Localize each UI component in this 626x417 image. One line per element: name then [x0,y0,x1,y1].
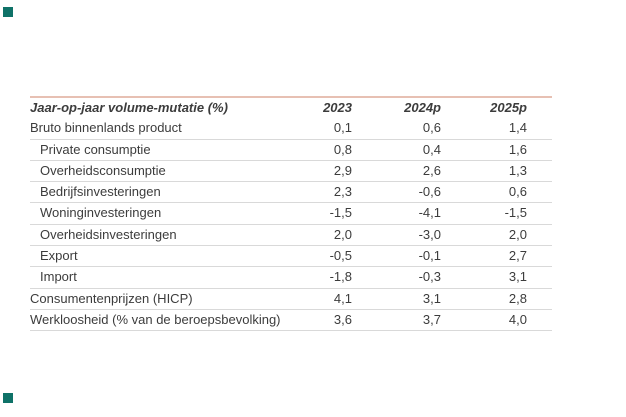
row-value: 2,7 [441,245,527,268]
row-value: 1,4 [441,118,527,140]
table-row: Bedrijfsinvesteringen 2,3 -0,6 0,6 [30,181,552,204]
table-row: Bruto binnenlands product 0,1 0,6 1,4 [30,118,552,140]
row-value: 2,8 [441,288,527,310]
row-value: 2,3 [264,181,352,204]
row-label: Consumentenprijzen (HICP) [30,288,264,310]
table-row: Private consumptie 0,8 0,4 1,6 [30,139,552,161]
table-row: Consumentenprijzen (HICP) 4,1 3,1 2,8 [30,288,552,310]
row-value: 0,6 [441,181,527,204]
row-value: 0,4 [352,139,441,161]
table-title: Jaar-op-jaar volume-mutatie (%) [30,100,228,115]
row-value: -0,1 [352,245,441,268]
table-row: Export -0,5 -0,1 2,7 [30,245,552,268]
row-value: -1,5 [264,202,352,225]
row-value: 0,1 [264,118,352,140]
row-value: -4,1 [352,202,441,225]
row-label: Overheidsconsumptie [30,160,264,183]
row-value: -1,5 [441,202,527,225]
table-row: Werkloosheid (% van de beroepsbevolking)… [30,309,552,332]
row-value: -1,8 [264,266,352,289]
col-header-2025p: 2025p [490,100,527,115]
row-label: Werkloosheid (% van de beroepsbevolking) [30,309,281,332]
row-label: Woninginvesteringen [30,202,264,225]
row-spacer [527,202,552,225]
row-label: Export [30,245,264,268]
row-value: 0,6 [352,118,441,140]
row-value: 3,1 [441,266,527,289]
row-spacer [527,288,552,310]
col-header-2023: 2023 [323,100,352,115]
corner-marker-bottom-left [3,393,13,403]
row-spacer [527,266,552,289]
row-value: 4,1 [264,288,352,310]
row-label: Bedrijfsinvesteringen [30,181,264,204]
row-value: 2,6 [352,160,441,183]
row-spacer [527,139,552,161]
row-spacer [527,224,552,247]
row-value: 0,8 [264,139,352,161]
row-value: -3,0 [352,224,441,247]
row-value: 2,0 [441,224,527,247]
row-spacer [527,118,552,140]
table-header-row: Jaar-op-jaar volume-mutatie (%) 2023 202… [30,97,552,118]
table-row: Overheidsconsumptie 2,9 2,6 1,3 [30,160,552,183]
row-value: 1,6 [441,139,527,161]
row-value: 3,1 [352,288,441,310]
row-label: Private consumptie [30,139,264,161]
table-row: Woninginvesteringen -1,5 -4,1 -1,5 [30,202,552,225]
row-spacer [527,245,552,268]
forecast-table: Jaar-op-jaar volume-mutatie (%) 2023 202… [30,96,552,332]
row-value: -0,3 [352,266,441,289]
corner-marker-top-left [3,7,13,17]
row-value: 2,9 [264,160,352,183]
row-spacer [527,181,552,204]
table-row: Overheidsinvesteringen 2,0 -3,0 2,0 [30,224,552,247]
row-value: 1,3 [441,160,527,183]
row-spacer [527,160,552,183]
row-value: -0,5 [264,245,352,268]
header-spacer [527,97,552,118]
table-row: Import -1,8 -0,3 3,1 [30,266,552,289]
row-label: Bruto binnenlands product [30,118,264,140]
row-value: 3,6 [264,309,352,332]
row-value: 2,0 [264,224,352,247]
row-value: 3,7 [352,309,441,332]
row-spacer [527,309,552,332]
row-label: Import [30,266,264,289]
row-label: Overheidsinvesteringen [30,224,264,247]
col-header-2024p: 2024p [404,100,441,115]
row-value: 4,0 [441,309,527,332]
row-value: -0,6 [352,181,441,204]
